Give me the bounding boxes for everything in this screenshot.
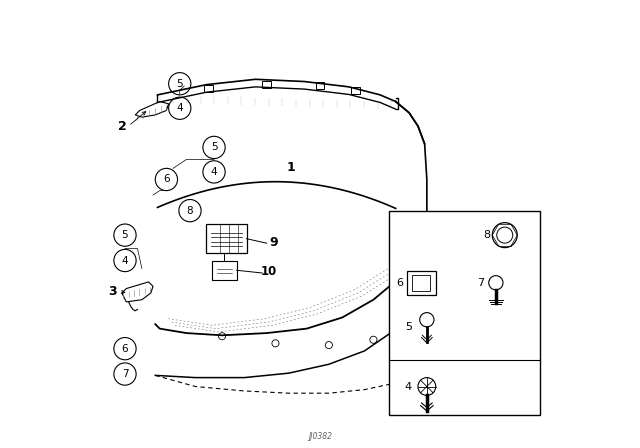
Text: 6: 6	[122, 344, 128, 353]
Text: 4: 4	[122, 255, 128, 266]
Text: 9: 9	[269, 236, 278, 249]
Text: 1: 1	[287, 161, 296, 174]
Text: 5: 5	[211, 142, 218, 152]
Text: 5: 5	[177, 79, 183, 89]
Text: 6: 6	[163, 174, 170, 185]
FancyBboxPatch shape	[207, 224, 246, 253]
Text: JJ0382: JJ0382	[308, 432, 332, 441]
Text: 4: 4	[404, 382, 412, 392]
Text: 7: 7	[477, 278, 484, 288]
Text: 6: 6	[397, 278, 404, 288]
Text: 10: 10	[260, 265, 277, 278]
Text: 8: 8	[483, 230, 490, 240]
FancyBboxPatch shape	[212, 261, 237, 280]
Text: 5: 5	[406, 322, 413, 332]
Text: 4: 4	[211, 167, 218, 177]
Text: 3: 3	[108, 285, 116, 298]
Text: 5: 5	[122, 230, 128, 240]
FancyBboxPatch shape	[389, 211, 540, 415]
Text: 8: 8	[187, 206, 193, 215]
Text: 4: 4	[177, 103, 183, 113]
Text: 7: 7	[122, 369, 128, 379]
Text: 2: 2	[118, 120, 126, 133]
